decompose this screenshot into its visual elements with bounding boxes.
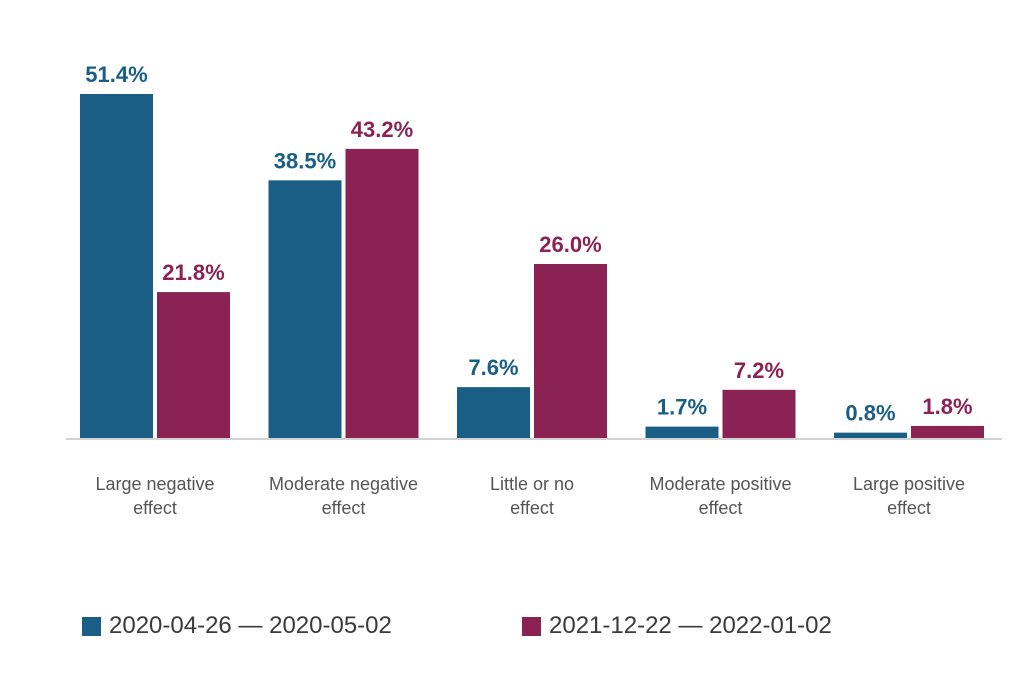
legend-item-series-1: 2020-04-26 — 2020-05-02 xyxy=(82,612,392,640)
data-label-series-1-cat-1: 51.4% xyxy=(85,62,147,87)
bar-series-1-cat-5 xyxy=(834,432,907,438)
bar-series-1-cat-4 xyxy=(645,426,719,438)
bar-series-2-cat-4 xyxy=(722,389,796,438)
data-label-series-2-cat-3: 26.0% xyxy=(539,232,601,257)
bar-series-1-cat-1 xyxy=(80,94,153,438)
data-label-series-2-cat-2: 43.2% xyxy=(351,117,413,142)
category-label-4-line-1: Moderate positive xyxy=(649,474,791,494)
legend-swatch-series-2 xyxy=(522,616,541,636)
category-label-1-line-2: effect xyxy=(133,498,177,518)
data-label-series-1-cat-5: 0.8% xyxy=(845,401,895,426)
legend-item-series-2: 2021-12-22 — 2022-01-02 xyxy=(522,612,832,640)
category-label-5-line-1: Large positive xyxy=(853,474,965,494)
category-label-3-line-2: effect xyxy=(510,498,554,518)
data-label-series-1-cat-2: 38.5% xyxy=(274,148,336,173)
bar-series-2-cat-3 xyxy=(534,263,607,438)
data-label-series-2-cat-5: 1.8% xyxy=(922,394,972,419)
legend-label-series-2: 2021-12-22 — 2022-01-02 xyxy=(549,612,832,639)
data-label-series-2-cat-1: 21.8% xyxy=(162,260,224,285)
bar-series-2-cat-2 xyxy=(345,148,419,438)
legend-swatch-series-1 xyxy=(82,616,101,636)
chart-legend: 2020-04-26 — 2020-05-02 2021-12-22 — 202… xyxy=(0,612,1024,652)
category-label-5-line-2: effect xyxy=(887,498,931,518)
category-label-2-line-1: Moderate negative xyxy=(269,474,418,494)
bar-series-2-cat-1 xyxy=(157,292,230,438)
legend-label-series-1: 2020-04-26 — 2020-05-02 xyxy=(109,612,392,639)
category-label-4-line-2: effect xyxy=(699,498,743,518)
category-label-1-line-1: Large negative xyxy=(95,474,214,494)
bar-series-1-cat-2 xyxy=(268,180,342,438)
data-label-series-1-cat-4: 1.7% xyxy=(657,395,707,420)
bar-series-1-cat-3 xyxy=(457,387,530,438)
bar-chart: 51.4% 21.8% Large negative effect 38.5% 43.2%… xyxy=(66,62,1002,518)
category-label-2-line-2: effect xyxy=(322,498,366,518)
data-label-series-2-cat-4: 7.2% xyxy=(734,358,784,383)
data-label-series-1-cat-3: 7.6% xyxy=(468,355,518,380)
bar-series-2-cat-5 xyxy=(911,425,984,438)
category-label-3-line-1: Little or no xyxy=(490,474,574,494)
